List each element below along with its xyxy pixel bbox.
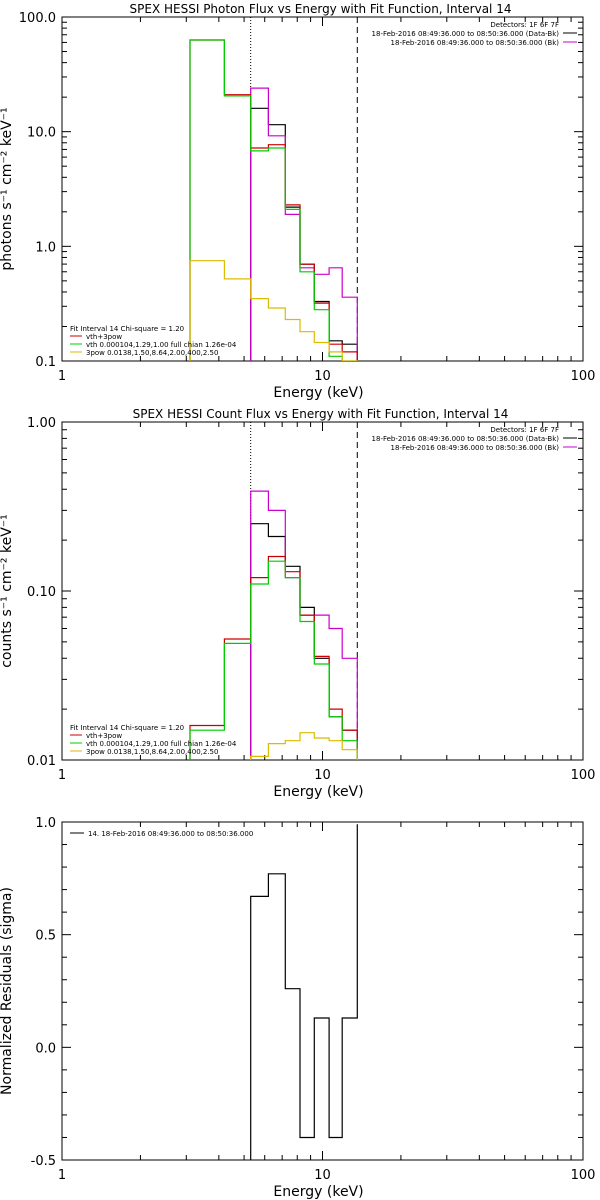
plot-frame (61, 421, 584, 761)
x-tick-label: 10 (314, 768, 331, 783)
series-2-line (250, 87, 358, 361)
y-axis-label: Normalized Residuals (sigma) (0, 887, 15, 1095)
x-tick-label: 1 (58, 1168, 66, 1183)
x-axis-label: Energy (keV) (273, 784, 363, 800)
chart-title: SPEX HESSI Photon Flux vs Energy with Fi… (130, 2, 512, 16)
fit-legend-item: vth 0.000104,1.29,1.00 full chian 1.26e-… (86, 341, 237, 349)
series-group (250, 824, 358, 1160)
x-tick-label: 10 (314, 369, 331, 384)
fit-legend-item: vth 0.000104,1.29,1.00 full chian 1.26e-… (86, 740, 237, 748)
x-axis-label: Energy (keV) (273, 385, 363, 401)
fit-legend-item: 3pow 0.0138,1.50,8.64,2.00,400,2.50 (86, 748, 218, 756)
series-1-line (250, 107, 358, 361)
legend-item: 14. 18-Feb-2016 08:49:36.000 to 08:50:36… (88, 830, 253, 838)
y-tick-label: -0.5 (31, 1154, 56, 1169)
x-tick-label: 1 (58, 768, 66, 783)
x-tick-label: 100 (571, 369, 596, 384)
y-tick-label: 0.1 (35, 355, 56, 370)
y-tick-label: 100.0 (19, 11, 56, 26)
series-4-line (189, 560, 358, 760)
fit-legend-item: vth+3pow (86, 333, 122, 341)
y-tick-label: 0.10 (27, 585, 56, 600)
header-line: Detectors: 1F 6F 7F (490, 21, 559, 29)
panel-2: SPEX HESSI Count Flux vs Energy with Fit… (0, 407, 595, 800)
series-group (189, 490, 358, 760)
series-4-line (189, 39, 358, 361)
y-tick-label: 0.0 (35, 1041, 56, 1056)
x-tick-label: 1 (58, 369, 66, 384)
header-line: 18-Feb-2016 08:49:36.000 to 08:50:36.000… (391, 444, 560, 452)
y-axis-label: counts s⁻¹ cm⁻² keV⁻¹ (0, 514, 15, 668)
header-line: Detectors: 1F 6F 7F (490, 426, 559, 434)
y-tick-label: 0.5 (35, 929, 56, 944)
fit-legend-item: vth+3pow (86, 732, 122, 740)
y-tick-label: 0.01 (27, 754, 56, 769)
header-line: 18-Feb-2016 08:49:36.000 to 08:50:36.000… (372, 30, 560, 38)
x-axis-label: Energy (keV) (273, 1184, 363, 1200)
fit-legend-heading: Fit Interval 14 Chi-square = 1.20 (70, 325, 184, 333)
fit-legend-item: 3pow 0.0138,1.50,8.64,2.00,400,2.50 (86, 349, 218, 357)
y-tick-label: 1.00 (27, 416, 56, 431)
y-tick-label: 1.0 (35, 240, 56, 255)
panel-3: 1 10 100 Energy (keV) -0.5 0.0 0.5 1.0 Normalize… (0, 816, 595, 1200)
series-group (189, 39, 358, 361)
panel-1: SPEX HESSI Photon Flux vs Energy with Fi… (0, 2, 595, 401)
x-tick-label: 100 (571, 768, 596, 783)
series-1-line (250, 523, 358, 760)
fit-legend-heading: Fit Interval 14 Chi-square = 1.20 (70, 724, 184, 732)
series-5-line (189, 260, 358, 361)
chart-title: SPEX HESSI Count Flux vs Energy with Fit… (133, 407, 509, 421)
plot-frame (61, 821, 584, 1161)
series-1-line (250, 824, 358, 1160)
y-tick-label: 1.0 (35, 816, 56, 831)
series-5-line (250, 732, 358, 760)
series-3-line (189, 555, 358, 760)
y-axis-label: photons s⁻¹ cm⁻² keV⁻¹ (0, 107, 15, 270)
x-tick-label: 10 (314, 1168, 331, 1183)
y-tick-label: 10.0 (27, 126, 56, 141)
series-3-line (189, 39, 358, 361)
x-tick-label: 100 (571, 1168, 596, 1183)
series-2-line (250, 490, 358, 760)
header-line: 18-Feb-2016 08:49:36.000 to 08:50:36.000… (372, 435, 560, 443)
header-line: 18-Feb-2016 08:49:36.000 to 08:50:36.000… (391, 39, 560, 47)
